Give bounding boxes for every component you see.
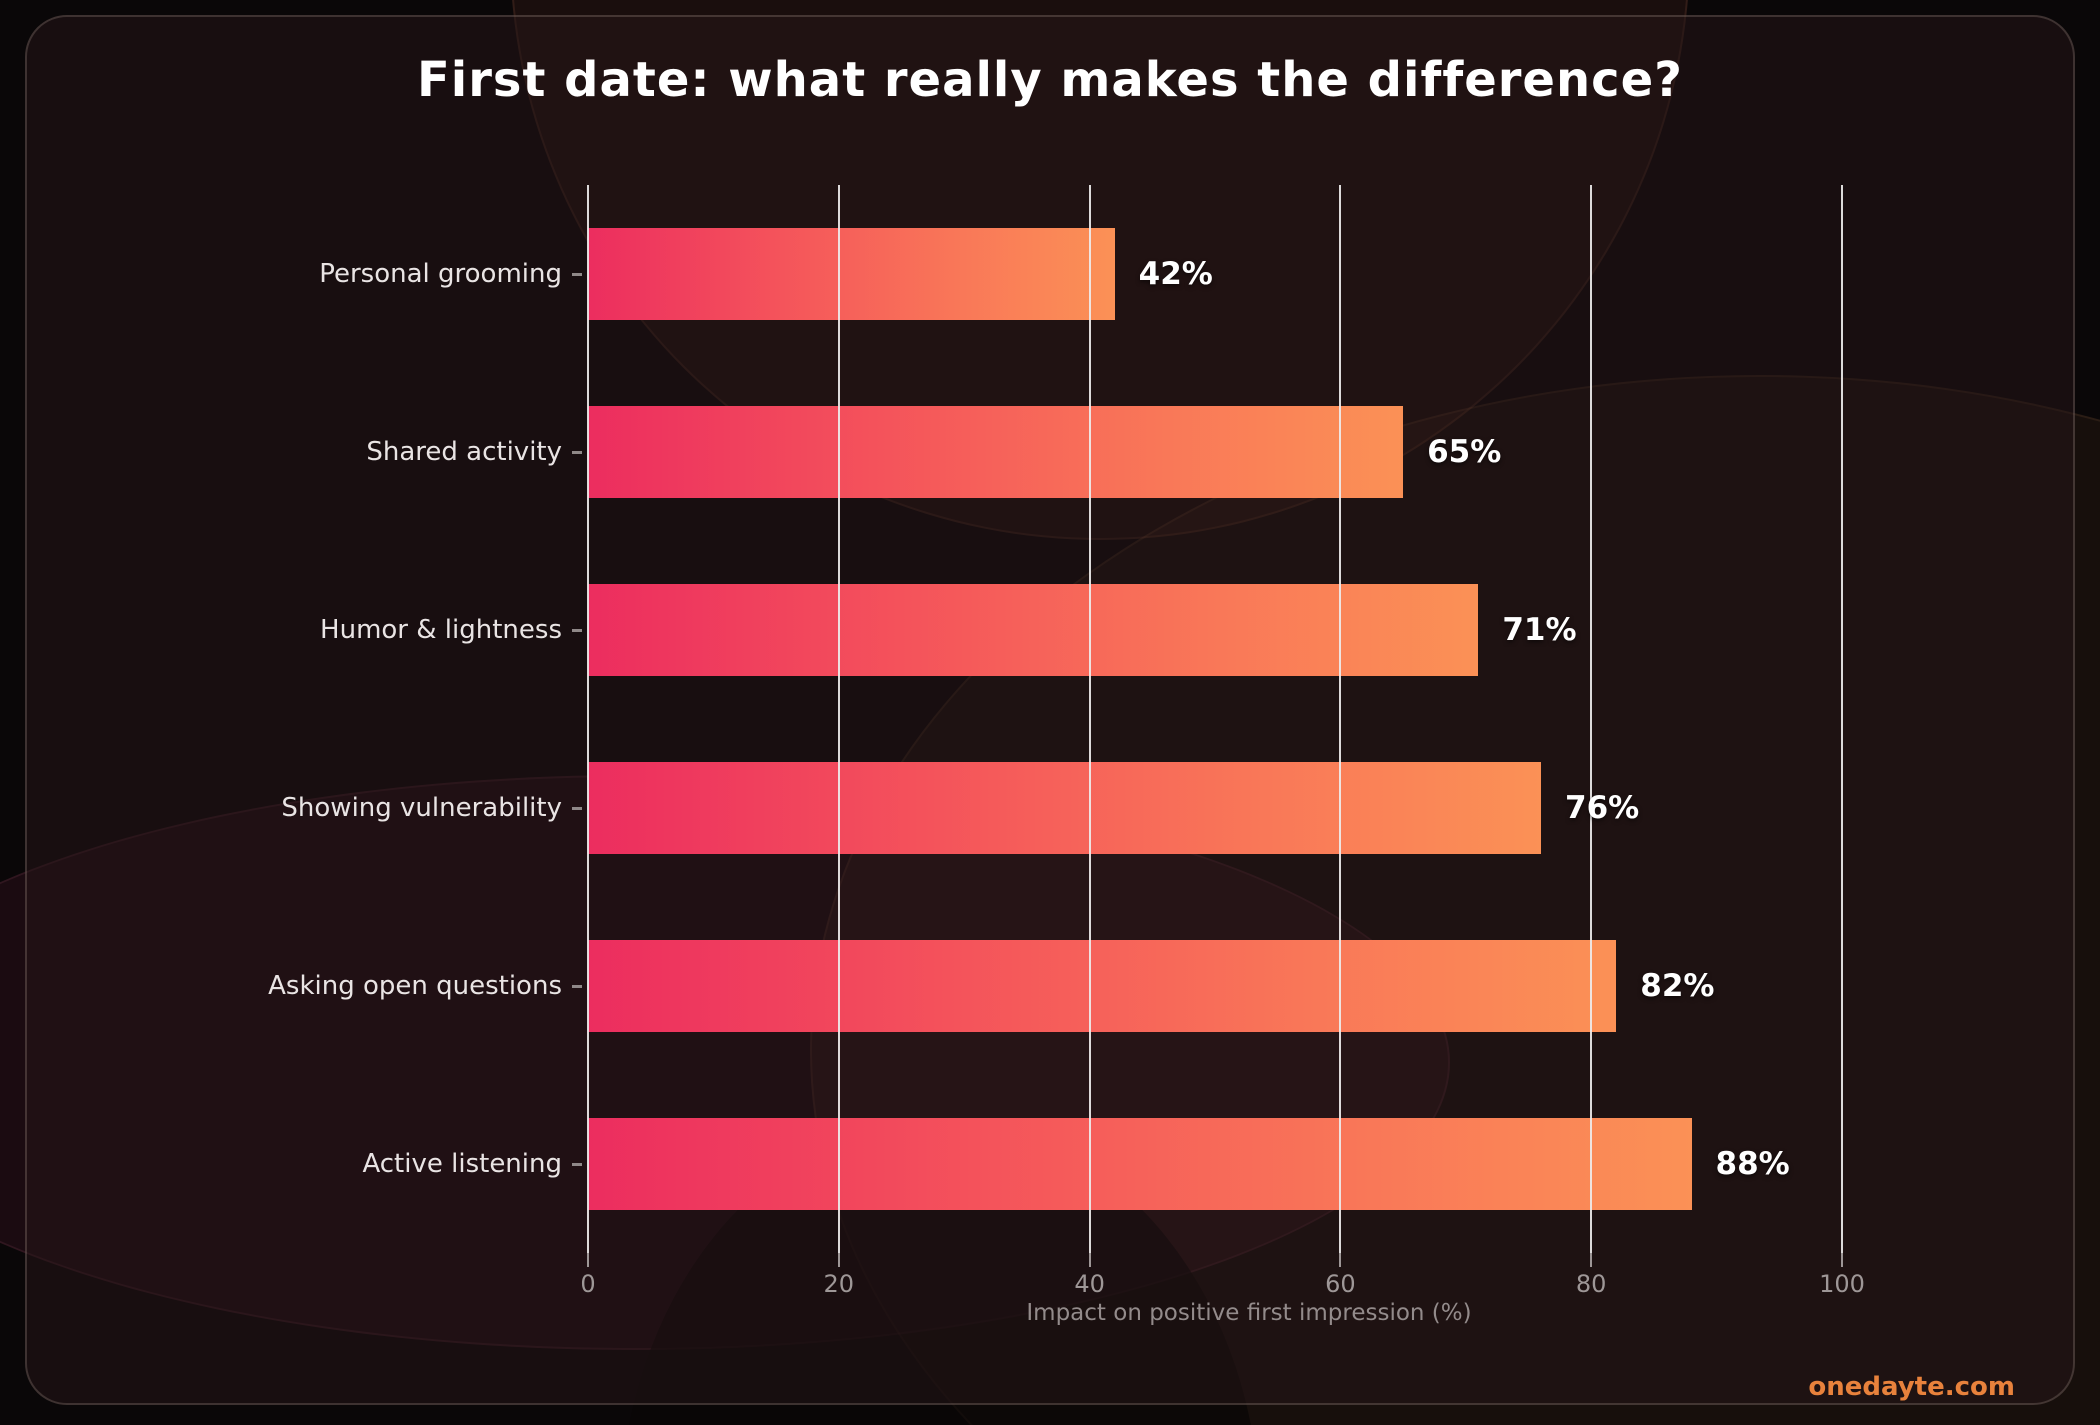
- y-tick: [572, 984, 582, 988]
- gridline: [587, 185, 589, 1253]
- value-label: 82%: [1640, 968, 1715, 1004]
- gridline: [1339, 185, 1342, 1253]
- bar: [588, 762, 1542, 854]
- gridline: [837, 185, 840, 1253]
- gridline: [1590, 185, 1593, 1253]
- bar: [588, 1118, 1692, 1210]
- x-tick: [1590, 1253, 1593, 1267]
- value-label: 65%: [1427, 434, 1502, 470]
- value-label: 42%: [1138, 256, 1213, 292]
- bar: [588, 584, 1479, 676]
- x-tick: [1339, 1253, 1342, 1267]
- y-tick: [572, 450, 582, 454]
- value-label: 76%: [1565, 790, 1640, 826]
- x-tick-label: 60: [1325, 1270, 1356, 1298]
- value-label: 88%: [1715, 1146, 1790, 1182]
- category-label: Humor & lightness: [320, 615, 562, 645]
- x-tick-label: 0: [580, 1270, 596, 1298]
- x-tick-label: 40: [1074, 1270, 1105, 1298]
- chart-title: First date: what really makes the differ…: [416, 52, 1684, 108]
- x-tick-label: 20: [823, 1270, 855, 1298]
- x-tick: [587, 1253, 589, 1267]
- y-tick: [572, 272, 582, 276]
- watermark-link[interactable]: onedayte.com: [1808, 1372, 2015, 1402]
- bar: [588, 406, 1404, 498]
- bar: [588, 940, 1617, 1032]
- x-tick-label: 80: [1575, 1270, 1607, 1298]
- x-tick: [1088, 1253, 1091, 1267]
- category-label: Active listening: [362, 1149, 562, 1179]
- category-label: Personal grooming: [319, 259, 562, 289]
- y-tick: [572, 806, 582, 810]
- y-tick: [572, 1162, 582, 1166]
- plot-area: 42% 65% 71% 76% 82% 88%: [587, 185, 1910, 1253]
- bar: [588, 228, 1115, 320]
- category-label: Asking open questions: [268, 971, 562, 1001]
- category-label: Showing vulnerability: [281, 793, 562, 823]
- gridline: [1088, 185, 1091, 1253]
- x-tick: [1841, 1253, 1843, 1267]
- category-label: Shared activity: [366, 437, 562, 467]
- x-axis-label: Impact on positive first impression (%): [1026, 1300, 1472, 1326]
- x-tick: [837, 1253, 840, 1267]
- y-tick: [572, 628, 582, 632]
- x-tick-label: 100: [1819, 1270, 1865, 1298]
- gridline: [1841, 185, 1843, 1253]
- value-label: 71%: [1502, 612, 1577, 648]
